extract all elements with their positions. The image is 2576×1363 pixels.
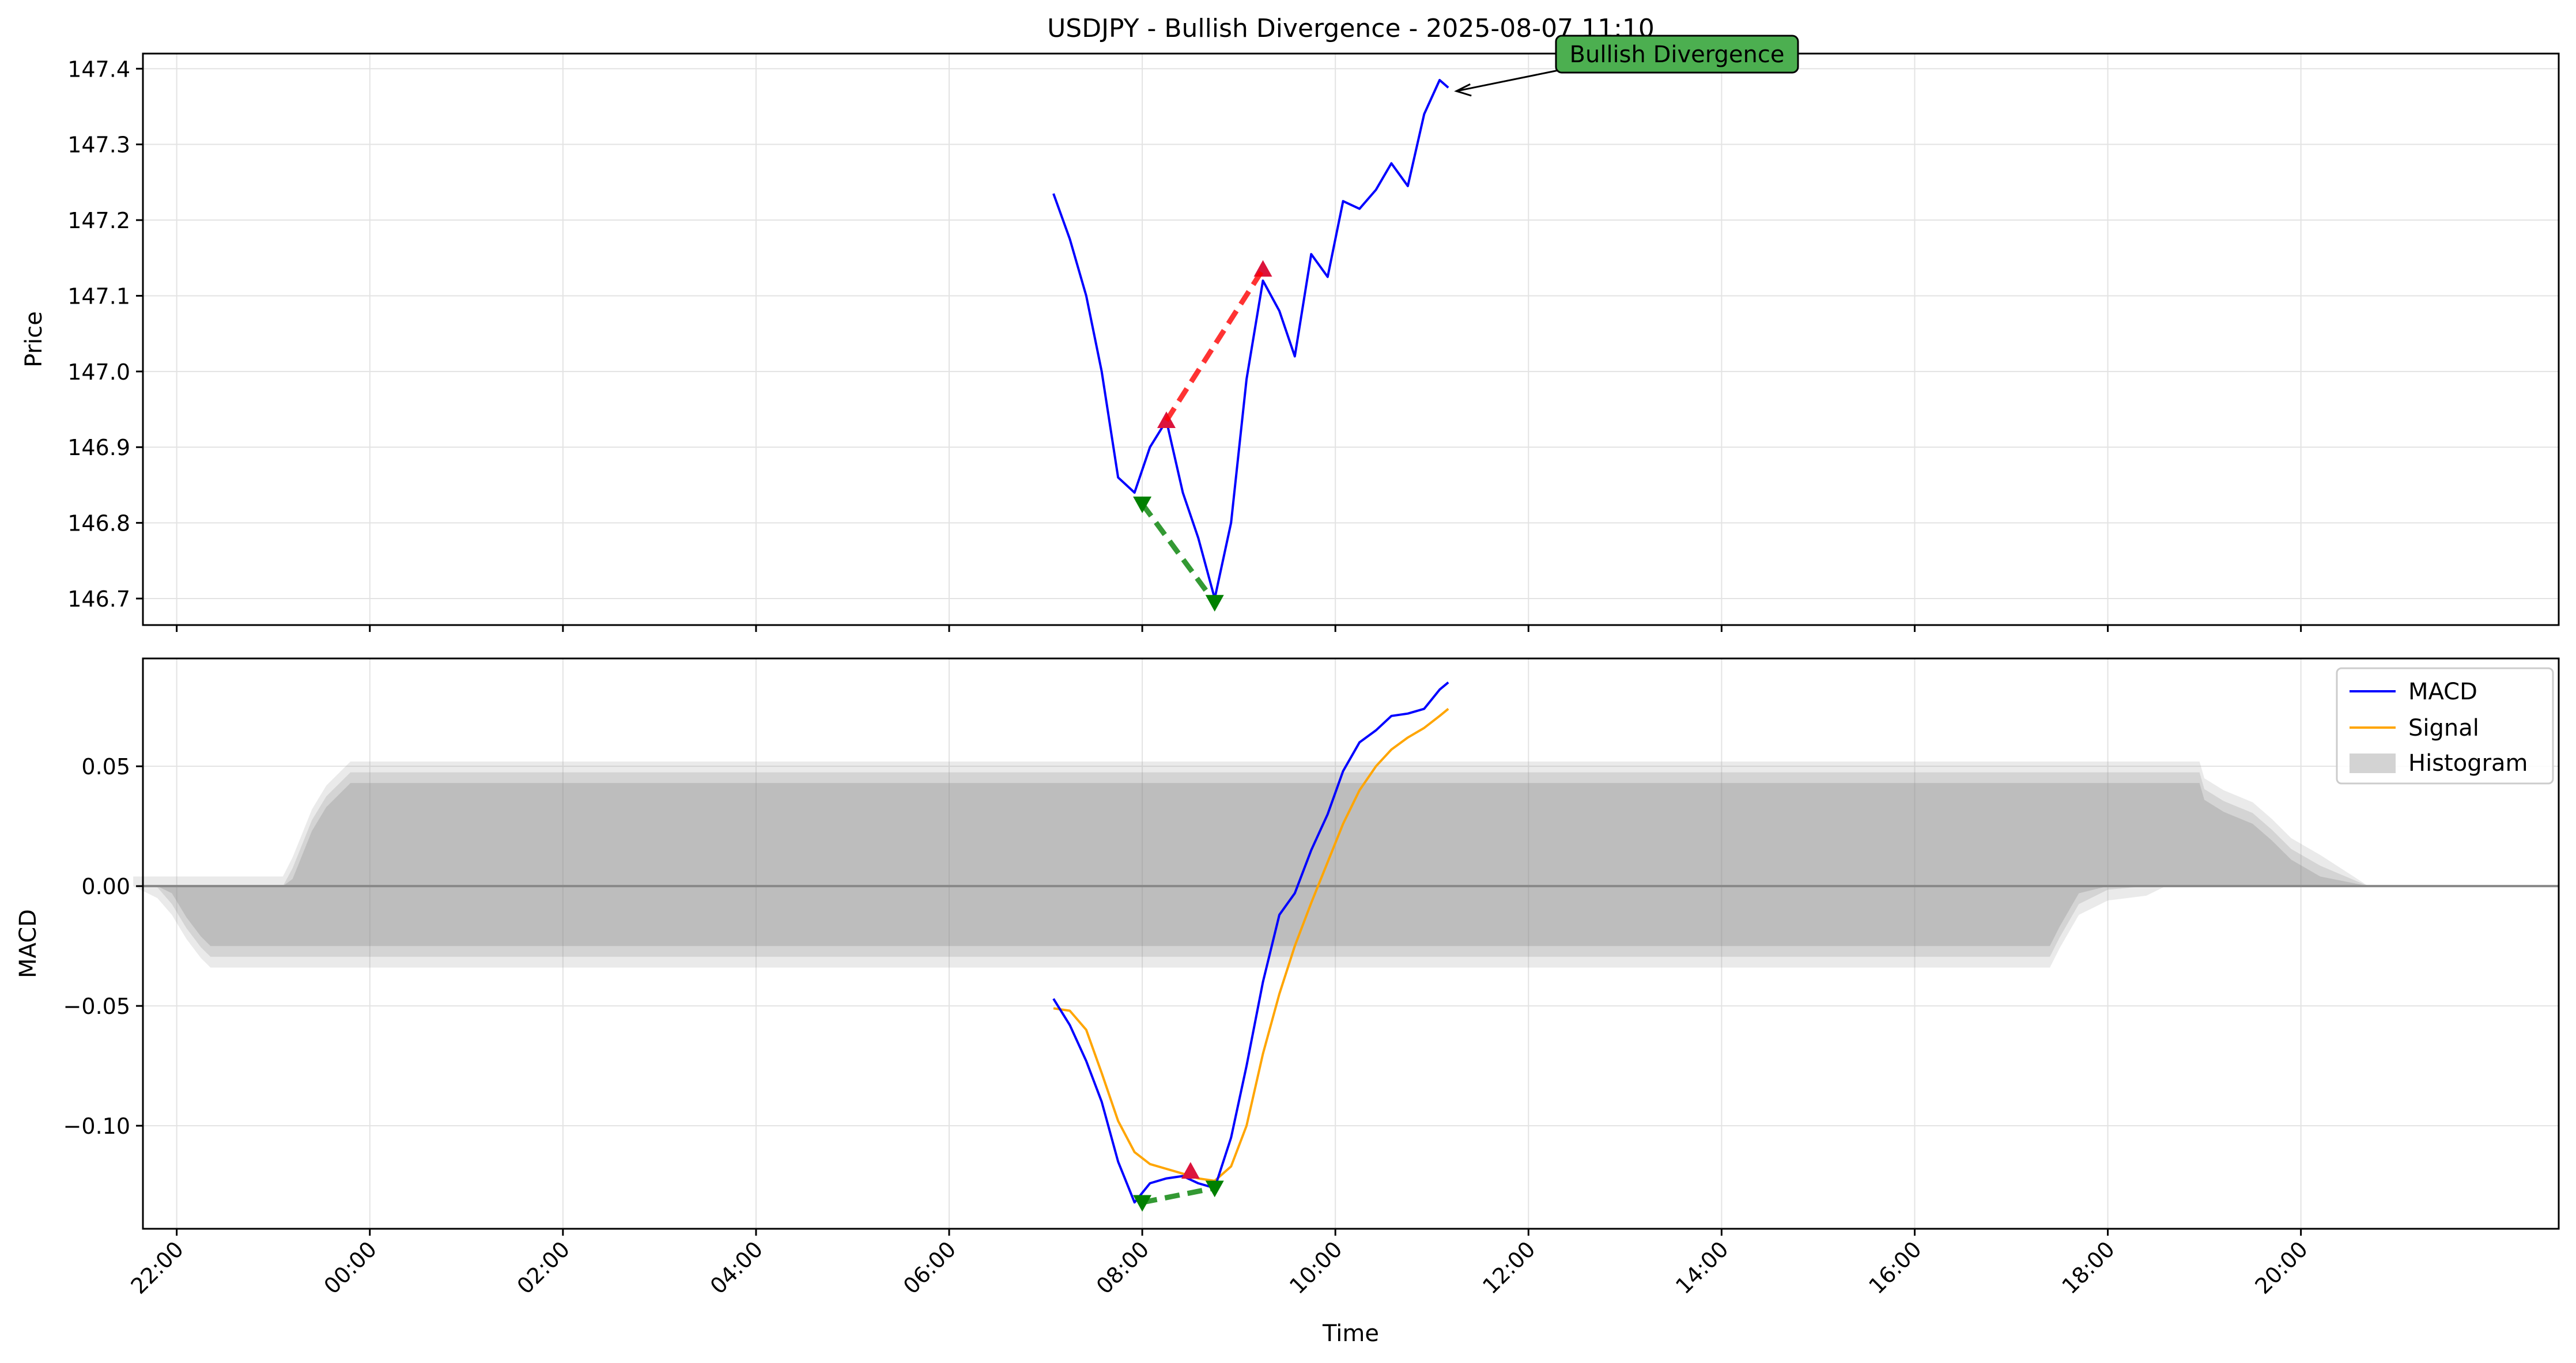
price-y-label: Price: [21, 311, 47, 368]
annotation-box: [1555, 35, 1799, 74]
price-divergence-lines: [1140, 268, 1266, 604]
macd-axes-frame: [142, 657, 2560, 1230]
macd-y-tick-label: −0.10: [63, 1114, 130, 1139]
macd-peak-marker: [1181, 1162, 1200, 1179]
macd-y-label: MACD: [15, 909, 41, 978]
legend-histogram-label: Histogram: [2408, 750, 2528, 777]
legend: MACD Signal Histogram: [2336, 667, 2554, 785]
price-series: [1052, 79, 1449, 600]
price-divergence-green: [1140, 502, 1217, 604]
legend-macd-label: MACD: [2408, 679, 2477, 705]
histogram-positive-bars: [133, 772, 2369, 887]
price-y-tick-label: 146.7: [67, 586, 130, 612]
annotation-text: Bullish Divergence: [1570, 41, 1785, 68]
chart-title: USDJPY - Bullish Divergence - 2025-08-07…: [1047, 14, 1655, 43]
price-divergence-red: [1164, 268, 1266, 422]
macd-y-axis: −0.10 −0.05 0.00 0.05: [63, 754, 143, 1139]
histogram-negative-bars: [133, 886, 2166, 957]
annotation-arrowhead: [1454, 83, 1472, 97]
price-y-tick-label: 147.1: [67, 283, 130, 309]
legend-histogram-swatch: [2350, 754, 2396, 773]
bullish-divergence-annotation: Bullish Divergence: [1454, 35, 1799, 97]
price-x-ticks: [176, 625, 2302, 632]
macd-y-tick-label: 0.00: [81, 874, 130, 899]
price-y-tick-label: 146.8: [67, 511, 130, 536]
price-y-tick-label: 147.3: [67, 132, 130, 158]
macd-series: [1052, 682, 1449, 1204]
legend-signal-label: Signal: [2408, 715, 2479, 741]
price-axes-frame: [142, 52, 2560, 626]
price-plot-area: [143, 54, 2559, 625]
price-panel: 146.7 146.8 146.9 147.0 147.1 147.2 147.3 147.4…: [21, 14, 2560, 632]
macd-histogram: [133, 761, 2369, 968]
macd-y-tick-label: 0.05: [81, 754, 130, 779]
histogram-positive-bars: [133, 761, 2369, 887]
price-y-tick-label: 147.2: [67, 208, 130, 233]
price-grid: [143, 54, 2559, 625]
price-y-axis: 146.7 146.8 146.9 147.0 147.1 147.2 147.3 147.4: [67, 56, 143, 612]
histogram-positive-bars: [133, 783, 2369, 887]
price-y-tick-label: 147.4: [67, 56, 130, 82]
histogram-negative-bars: [133, 886, 2166, 946]
macd-line: [1052, 682, 1449, 1204]
macd-divergence-lines: [1142, 1185, 1215, 1205]
histogram-negative-bars: [133, 886, 2166, 968]
macd-plot-area: [143, 658, 2559, 1229]
time-x-label: Time: [1322, 1320, 1379, 1347]
macd-y-tick-label: −0.05: [63, 994, 130, 1019]
price-y-tick-label: 147.0: [67, 359, 130, 385]
signal-line: [1053, 707, 1449, 1182]
annotation-arrow: [1456, 67, 1570, 92]
macd-divergence-green: [1142, 1185, 1215, 1205]
price-y-tick-label: 146.9: [67, 435, 130, 460]
price-line: [1052, 79, 1449, 600]
